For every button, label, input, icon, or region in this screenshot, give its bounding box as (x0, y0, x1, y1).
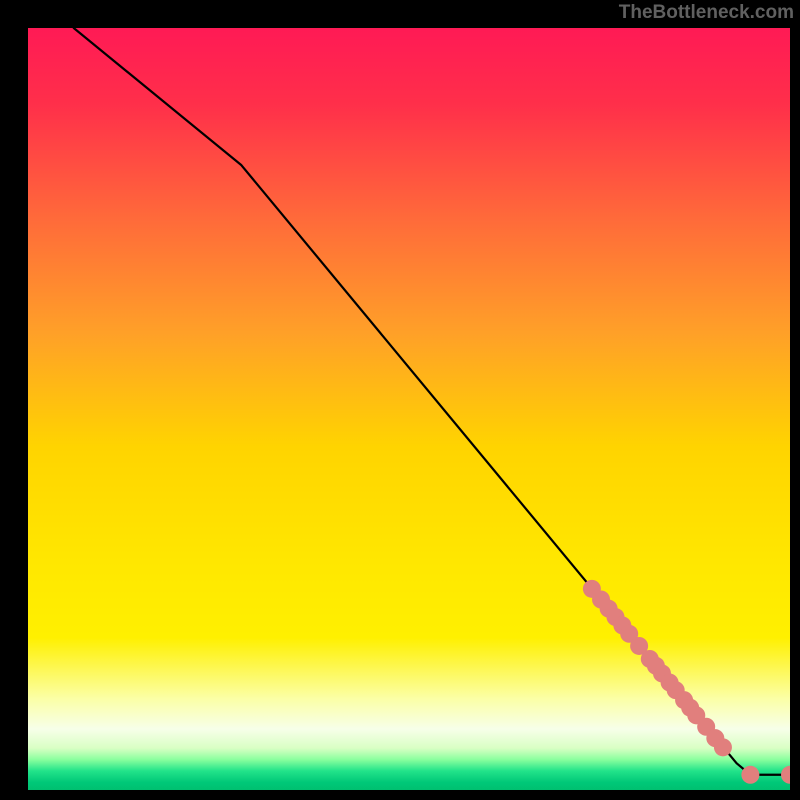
watermark-text: TheBottleneck.com (619, 2, 794, 24)
chart-root: TheBottleneck.com (0, 0, 800, 800)
data-point (741, 766, 759, 784)
plot-background (28, 28, 790, 790)
plot-area (28, 28, 790, 790)
plot-svg (28, 28, 790, 790)
data-point (714, 738, 732, 756)
